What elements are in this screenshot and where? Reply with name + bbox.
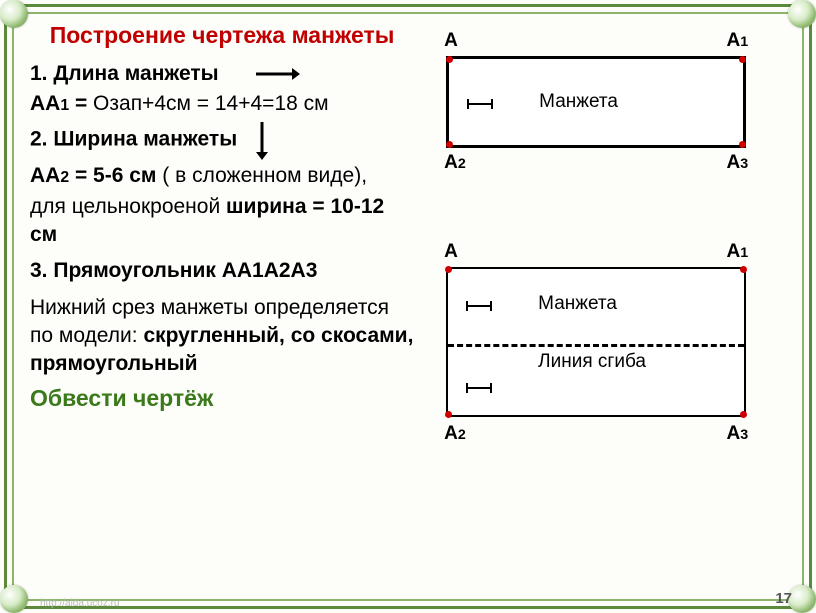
watermark: http://aida.ucoz.ru	[40, 598, 120, 609]
grain-mark-icon	[467, 103, 493, 105]
vertex-a1: А1	[726, 241, 748, 263]
vertex-a3: А3	[726, 152, 748, 174]
final-instruction: Обвести чертёж	[30, 385, 414, 412]
slide-title: Построение чертежа манжеты	[30, 22, 414, 50]
corner-ornament	[788, 0, 816, 28]
grain-mark-icon	[466, 387, 492, 389]
vertex-a: А	[444, 241, 458, 263]
vertex-a2: А2	[444, 152, 466, 174]
vertex-dot	[445, 266, 452, 273]
vertex-a2: А2	[444, 423, 466, 445]
formula-aa2: АА2 = 5-6 см ( в сложенном виде),	[30, 162, 414, 190]
fold-label: Линия сгиба	[538, 351, 646, 373]
corner-ornament	[0, 585, 28, 613]
vertex-a3: А3	[726, 423, 748, 445]
corner-ornament	[0, 0, 28, 28]
corner-ornament	[788, 585, 816, 613]
page-number: 17	[775, 590, 792, 607]
cuff-label: Манжета	[539, 91, 618, 113]
cuff-diagram-1: Манжета А А1 А2 А3	[446, 56, 746, 148]
slide-content: Построение чертежа манжеты 1. Длина манж…	[30, 22, 788, 591]
cuff-diagram-2: Манжета Линия сгиба А А1 А2 А3	[446, 267, 746, 417]
cuff-label: Манжета	[538, 293, 617, 315]
vertex-a1: А1	[726, 30, 748, 52]
formula-aa1: АА1 = Озап+4см = 14+4=18 см	[30, 90, 414, 118]
step-2: 2. Ширина манжеты	[30, 120, 414, 160]
cuff-rect-1: Манжета	[446, 56, 746, 148]
vertex-dot	[445, 411, 452, 418]
text-column: Построение чертежа манжеты 1. Длина манж…	[30, 22, 424, 591]
vertex-dot	[740, 266, 747, 273]
vertex-dot	[446, 56, 453, 63]
fold-line	[448, 344, 744, 347]
arrow-right-icon	[254, 67, 300, 81]
vertex-dot	[739, 56, 746, 63]
diagram-column: Манжета А А1 А2 А3 Манжета Линия сгиба А…	[424, 22, 788, 591]
note-width: для цельнокроеной ширина = 10-12 см	[30, 193, 414, 250]
step-3: 3. Прямоугольник АА1А2А3	[30, 257, 414, 285]
arrow-down-icon	[255, 120, 269, 160]
vertex-a: А	[444, 30, 458, 52]
grain-mark-icon	[466, 305, 492, 307]
cuff-rect-2: Манжета Линия сгиба	[446, 267, 746, 417]
step-1-label: 1. Длина манжеты	[30, 62, 219, 85]
vertex-dot	[740, 411, 747, 418]
vertex-dot	[446, 141, 453, 148]
vertex-dot	[739, 141, 746, 148]
step-1: 1. Длина манжеты	[30, 60, 414, 88]
note-edge: Нижний срез манжеты определяется по моде…	[30, 294, 414, 379]
